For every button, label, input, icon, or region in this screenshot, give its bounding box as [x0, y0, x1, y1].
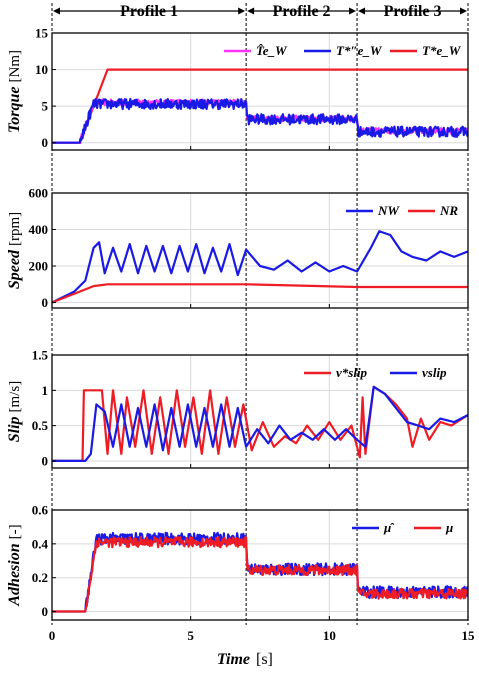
- axes-box: [51, 354, 469, 469]
- profile-label: Profile 1: [120, 3, 178, 20]
- x-axis: Time [s] 0 5 10 15: [49, 628, 475, 668]
- legend-label: NW: [377, 203, 400, 218]
- x-tick-label: 0: [49, 628, 56, 643]
- legend-label: μ: [445, 520, 453, 535]
- panel-speed: 0 200 400 600 Speed [rpm] NR NW: [6, 186, 469, 310]
- y-tick-label: 0.2: [32, 570, 48, 585]
- y-tick-label: 1: [42, 383, 49, 398]
- panel-torque: 0 5 10 15 Torque [Nm] T*e_W T*″e_W T̂e_W: [6, 26, 469, 151]
- y-tick-label: 0: [42, 295, 49, 310]
- y-tick-label: 0.5: [32, 418, 49, 433]
- y-axis-label: Torque [Nm]: [6, 50, 23, 133]
- series-line-blue: [52, 230, 468, 304]
- legend-label: μ̂: [383, 520, 394, 535]
- x-axis-unit: [s]: [256, 651, 273, 668]
- x-axis-label: Time: [217, 651, 250, 668]
- legend-label: T*e_W: [422, 43, 462, 58]
- y-tick-label: 10: [35, 62, 48, 77]
- series-line-blue: [52, 385, 468, 462]
- profile-arrow-head: [53, 7, 60, 15]
- x-tick-label: 10: [323, 628, 336, 643]
- series-line-red: [52, 283, 468, 304]
- series-group: [52, 230, 468, 304]
- y-tick-label: 0.4: [32, 536, 49, 551]
- legend-label: vslip: [422, 365, 447, 380]
- y-tick-label: 1.5: [32, 348, 49, 363]
- legend-label: NR: [439, 203, 458, 218]
- profile-arrow-head: [349, 7, 357, 15]
- axes-box: [51, 32, 469, 151]
- profile-arrow-head: [247, 7, 255, 15]
- axes-box: [51, 192, 469, 309]
- y-tick-label: 15: [35, 26, 49, 41]
- axes-box: [51, 509, 469, 621]
- series-line-red: [52, 385, 468, 462]
- y-tick-label: 0: [42, 453, 49, 468]
- y-tick-label: 0: [42, 135, 49, 150]
- profile-arrow-head: [358, 7, 366, 15]
- series-group: [52, 385, 468, 462]
- y-axis-label: Slip [m/s]: [6, 381, 23, 442]
- y-tick-label: 400: [29, 222, 49, 237]
- panel-slip: 0 0.5 1 1.5 Slip [m/s] vslip v*slip: [6, 348, 469, 469]
- panel-adhesion: 0 0.2 0.4 0.6 Adhesion [-] μ μ̂: [6, 503, 469, 621]
- legend-label: T*″e_W: [336, 43, 383, 58]
- series-line-red: [52, 536, 468, 613]
- profile-label: Profile 3: [384, 3, 442, 20]
- x-tick-label: 15: [462, 628, 476, 643]
- profile-arrow-head: [460, 7, 467, 15]
- legend-label: T̂e_W: [256, 43, 288, 58]
- series-group: [52, 531, 468, 613]
- y-tick-label: 0.6: [32, 503, 49, 518]
- y-axis-label: Adhesion [-]: [6, 524, 23, 606]
- profile-header: Profile 1 Profile 2 Profile 3: [51, 3, 469, 625]
- series-line-blue: [52, 97, 468, 144]
- profile-label: Profile 2: [273, 3, 331, 20]
- legend-label: v*slip: [336, 365, 368, 380]
- y-tick-label: 5: [42, 99, 49, 114]
- series-group: [52, 68, 468, 145]
- y-tick-label: 200: [29, 259, 49, 274]
- profile-arrow-head: [238, 7, 246, 15]
- x-tick-label: 5: [187, 628, 194, 643]
- y-tick-label: 600: [29, 186, 49, 201]
- y-axis-label: Speed [rpm]: [6, 212, 23, 289]
- y-tick-label: 0: [42, 604, 49, 619]
